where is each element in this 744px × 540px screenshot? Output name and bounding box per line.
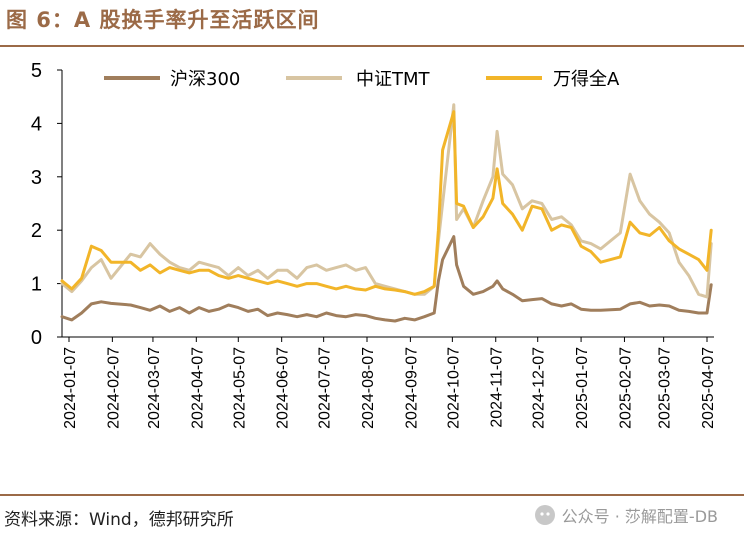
- x-tick-label: 2024-02-07: [105, 347, 122, 429]
- source-note: 资料来源：Wind，德邦研究所: [4, 510, 234, 530]
- x-tick-label: 2024-01-07: [62, 347, 79, 429]
- x-tick-label: 2025-01-07: [574, 347, 591, 429]
- x-tick-label: 2024-11-07: [489, 347, 506, 428]
- footer-divider: [0, 494, 744, 496]
- series-line-0: [60, 235, 713, 323]
- x-tick-label: 2024-04-07: [189, 347, 206, 429]
- legend-label-0: 沪深300: [170, 69, 240, 90]
- x-tick-label: 2024-10-07: [445, 347, 462, 429]
- x-tick-label: 2024-06-07: [275, 347, 292, 429]
- chart-axes: 0 1 2 3 4 5 2024-01-07 2024-02-07 2024-03-07 2024…: [31, 60, 717, 429]
- y-tick-label: 0: [31, 327, 42, 349]
- x-tick-label: 2024-05-07: [231, 347, 248, 429]
- chart-series: [60, 103, 713, 323]
- x-tick-label: 2025-04-07: [700, 347, 717, 429]
- figure-title: 图 6：A 股换手率升至活跃区间: [6, 8, 320, 32]
- y-tick-label: 5: [31, 60, 42, 82]
- wechat-icon: [534, 505, 555, 525]
- legend-label-2: 万得全A: [553, 69, 620, 90]
- series-line-1: [60, 103, 713, 299]
- x-tick-label: 2024-12-07: [531, 347, 548, 429]
- x-tick-label: 2024-08-07: [360, 347, 377, 429]
- y-tick-label: 3: [31, 167, 42, 189]
- watermark-text: 公众号 · 莎解配置-DB: [561, 507, 718, 526]
- legend-label-1: 中证TMT: [356, 69, 431, 90]
- watermark: 公众号 · 莎解配置-DB: [534, 503, 718, 527]
- y-tick-label: 1: [31, 274, 42, 296]
- series-line-2: [60, 110, 713, 296]
- y-tick-label: 2: [31, 220, 42, 242]
- x-tick-label: 2024-03-07: [146, 347, 163, 429]
- x-tick-label: 2024-07-07: [317, 347, 334, 429]
- chart-legend: 沪深300 中证TMT 万得全A: [104, 69, 620, 90]
- x-tick-label: 2025-02-07: [617, 347, 634, 429]
- x-tick-label: 2025-03-07: [657, 347, 674, 429]
- title-divider: [0, 45, 744, 47]
- x-tick-label: 2024-09-07: [403, 347, 420, 429]
- y-tick-label: 4: [31, 113, 42, 135]
- turnover-line-chart: 0 1 2 3 4 5 2024-01-07 2024-02-07 2024-03-07 2024…: [31, 60, 717, 429]
